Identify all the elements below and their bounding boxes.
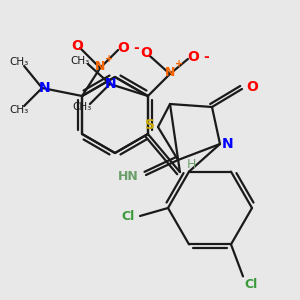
Text: N: N	[105, 77, 117, 91]
Text: O: O	[117, 41, 129, 55]
Text: N: N	[222, 137, 234, 151]
Text: N: N	[95, 59, 105, 73]
Text: H: H	[187, 158, 196, 170]
Text: CH₃: CH₃	[10, 105, 29, 115]
Text: S: S	[145, 118, 155, 132]
Text: Cl: Cl	[244, 278, 258, 291]
Text: CH₃: CH₃	[10, 57, 29, 67]
Text: -: -	[203, 50, 209, 64]
Text: O: O	[140, 46, 152, 60]
Text: O: O	[187, 50, 199, 64]
Text: N: N	[38, 81, 50, 95]
Text: +: +	[175, 59, 183, 69]
Text: N: N	[165, 65, 175, 79]
Text: CH₃: CH₃	[72, 102, 92, 112]
Text: O: O	[246, 80, 258, 94]
Text: +: +	[105, 54, 113, 64]
Text: HN: HN	[118, 170, 138, 184]
Text: CH₃: CH₃	[70, 56, 89, 66]
Text: O: O	[71, 39, 83, 53]
Text: -: -	[133, 41, 139, 55]
Text: Cl: Cl	[122, 209, 135, 223]
